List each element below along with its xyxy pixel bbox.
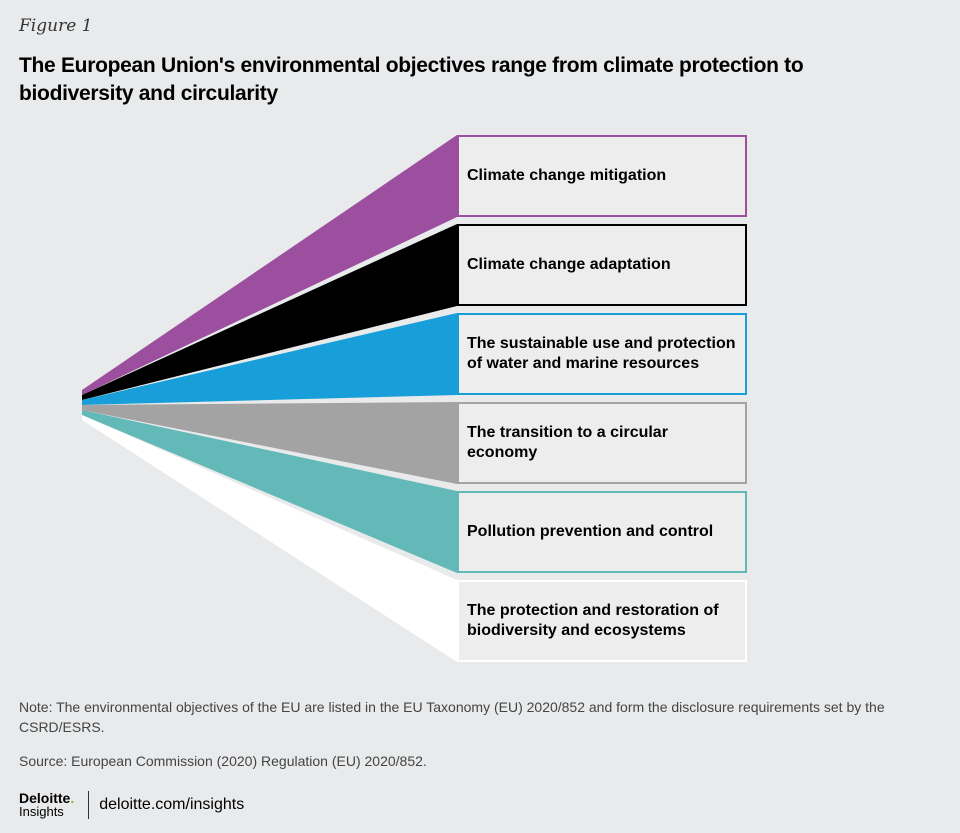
objective-box-3: The sustainable use and protection of wa… xyxy=(457,313,747,395)
figure-label: Figure 1 xyxy=(19,16,93,36)
note-text: Note: The environmental objectives of th… xyxy=(19,699,885,735)
wedge-4 xyxy=(82,402,457,484)
figure-title: The European Union's environmental objec… xyxy=(19,54,804,105)
logo-main-text: Deloitte xyxy=(19,790,71,806)
footer-url-link[interactable]: deloitte.com/insights xyxy=(99,796,245,813)
objective-label: The transition to a circular economy xyxy=(467,424,668,461)
objective-box-1: Climate change mitigation xyxy=(457,135,747,217)
objective-box-2: Climate change adaptation xyxy=(457,224,747,306)
objective-label: Climate change adaptation xyxy=(467,256,671,273)
objective-box-6: The protection and restoration of biodiv… xyxy=(457,580,747,662)
objective-label: The protection and restoration of biodiv… xyxy=(467,602,719,639)
objective-label: Pollution prevention and control xyxy=(467,523,714,540)
deloitte-insights-logo[interactable]: Deloitte. Insights xyxy=(19,791,74,819)
wedge-3 xyxy=(82,313,457,405)
wedge-6 xyxy=(82,415,457,662)
footer-divider xyxy=(88,791,90,819)
wedge-1 xyxy=(82,135,457,395)
source-text: Source: European Commission (2020) Regul… xyxy=(19,753,427,769)
objective-label: Climate change mitigation xyxy=(467,167,667,184)
wedge-2 xyxy=(82,224,457,400)
footer: Deloitte. Insights deloitte.com/insights xyxy=(19,788,244,822)
objective-label: The sustainable use and protection of wa… xyxy=(467,335,736,372)
objective-box-5: Pollution prevention and control xyxy=(457,491,747,573)
objective-box-4: The transition to a circular economy xyxy=(457,402,747,484)
wedge-5 xyxy=(82,410,457,573)
logo-sub-text: Insights xyxy=(19,804,64,819)
logo-wordmark: Deloitte. xyxy=(19,791,74,805)
logo-dot: . xyxy=(70,790,75,806)
